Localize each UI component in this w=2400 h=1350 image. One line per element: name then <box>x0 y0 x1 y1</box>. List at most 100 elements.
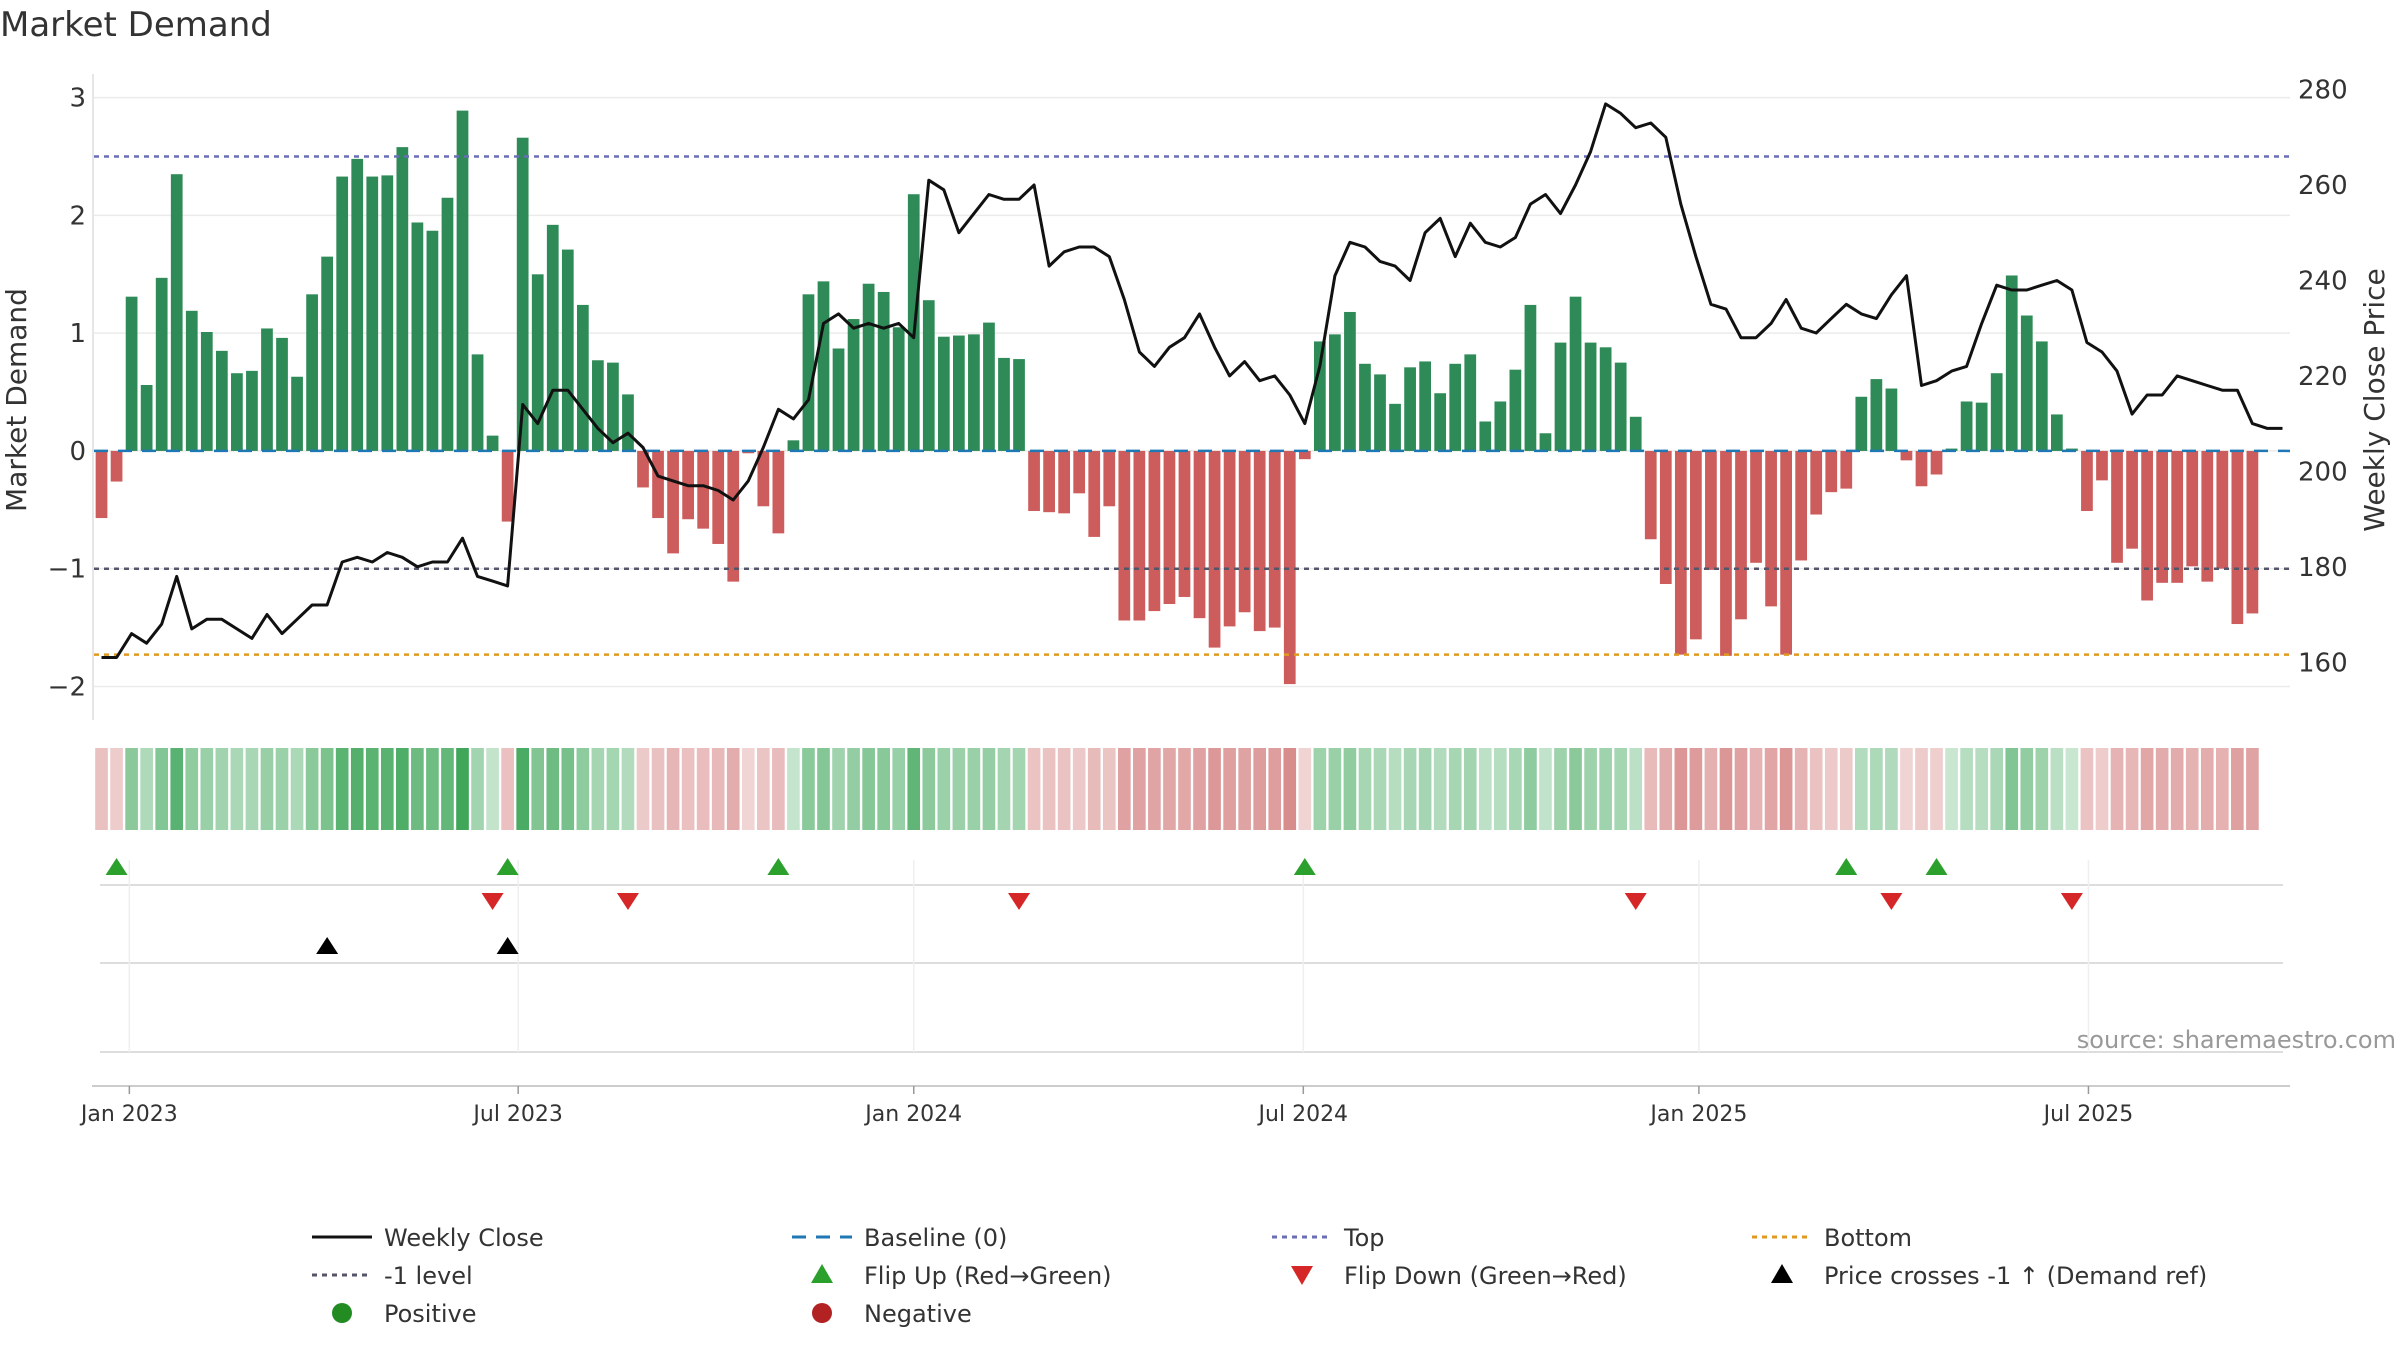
heat-strip-cell <box>696 748 710 830</box>
flip-down-marker <box>1624 893 1647 910</box>
negative-bar <box>772 450 785 534</box>
flip-up-marker <box>767 858 790 875</box>
positive-bar <box>1434 393 1447 451</box>
heat-strip-cell <box>365 748 379 830</box>
negative-bar <box>1900 450 1913 461</box>
heat-strip-cell <box>95 748 108 830</box>
x-axis: Jan 2023 Jul 2023 Jan 2024 Jul 2024 Jan 2025… <box>79 1085 2290 1127</box>
negative-bar <box>652 450 664 519</box>
negative-bar <box>757 450 770 507</box>
positive-bar <box>1449 363 1462 451</box>
triangle-up-icon <box>811 1264 833 1283</box>
positive-bar <box>1990 373 2003 451</box>
heat-strip-cell <box>1253 748 1267 830</box>
positive-bar <box>456 110 469 451</box>
heat-strip-cell <box>1163 748 1176 830</box>
heat-strip-cell <box>636 748 650 830</box>
y-tick-label: −1 <box>48 555 86 585</box>
legend-top: Top <box>1272 1224 1385 1252</box>
heat-strip-cell <box>1734 748 1748 830</box>
negative-bar <box>1058 450 1071 514</box>
heat-strip-cell <box>1193 748 1206 830</box>
positive-bar <box>1584 342 1597 451</box>
negative-bar <box>1208 450 1221 648</box>
positive-bar <box>1479 421 1492 451</box>
heat-strip-cell <box>2065 748 2079 830</box>
demand-heat-strip <box>95 748 2259 830</box>
heat-strip-cell <box>1343 748 1357 830</box>
legend-bottom: Bottom <box>1752 1224 1912 1252</box>
heat-strip-cell <box>952 748 966 830</box>
x-tick-label: Jul 2025 <box>2042 1102 2134 1127</box>
negative-bar <box>2231 450 2244 625</box>
legend-label: Positive <box>384 1300 477 1328</box>
positive-bar <box>787 440 800 451</box>
heat-strip-cell <box>1704 748 1718 830</box>
positive-bar <box>426 230 439 451</box>
x-tick-label: Jul 2023 <box>471 1102 563 1127</box>
heat-strip-cell <box>290 748 304 830</box>
heat-strip-cell <box>426 748 439 830</box>
heat-strip-cell <box>320 748 334 830</box>
positive-bar <box>200 332 213 451</box>
heat-strip-cell <box>621 748 635 830</box>
negative-bar <box>2111 450 2123 563</box>
event-markers <box>100 858 2283 1053</box>
negative-bar <box>95 450 108 519</box>
heat-strip-cell <box>1268 748 1282 830</box>
heat-strip-cell <box>396 748 409 830</box>
negative-bar <box>2216 450 2229 569</box>
legend-price-cross: Price crosses -1 ↑ (Demand ref) <box>1771 1262 2207 1290</box>
heat-strip-cell <box>982 748 996 830</box>
heat-strip-cell <box>726 748 740 830</box>
heat-strip-cell <box>2155 748 2169 830</box>
positive-bar <box>441 197 454 451</box>
heat-strip-cell <box>1313 748 1327 830</box>
heat-strip-cell <box>1960 748 1973 830</box>
heat-strip-cell <box>1012 748 1026 830</box>
negative-bar <box>1268 450 1281 628</box>
negative-bar <box>1163 450 1176 605</box>
negative-bar <box>501 450 514 522</box>
heat-strip-cell <box>1915 748 1928 830</box>
legend-flip-up: Flip Up (Red→Green) <box>811 1262 1112 1290</box>
heat-strip-cell <box>1072 748 1086 830</box>
heat-strip-cell <box>1749 748 1763 830</box>
flip-down-marker <box>616 893 639 910</box>
heat-strip-cell <box>1674 748 1688 830</box>
flip-up-marker <box>1925 858 1948 875</box>
heat-strip-cell <box>155 748 169 830</box>
heat-strip-cell <box>741 748 755 830</box>
heat-strip-cell <box>651 748 665 830</box>
y-axis-label: Market Demand <box>0 288 33 512</box>
negative-bar <box>1659 450 1672 584</box>
positive-bar <box>1599 347 1612 451</box>
negative-bar <box>1750 450 1762 563</box>
source-credit: source: sharemaestro.com <box>2077 1026 2396 1054</box>
positive-bar <box>516 137 529 451</box>
positive-bar <box>291 376 303 451</box>
y2-axis-label: Weekly Close Price <box>2358 268 2391 531</box>
heat-strip-cell <box>1689 748 1703 830</box>
legend-positive: Positive <box>332 1300 477 1328</box>
heat-strip-cell <box>711 748 725 830</box>
flip-up-marker <box>1835 858 1858 875</box>
heat-strip-cell <box>1478 748 1492 830</box>
heat-strip-cell <box>1614 748 1627 830</box>
positive-bar <box>2005 275 2018 451</box>
heat-strip-cell <box>606 748 620 830</box>
heat-strip-cell <box>937 748 951 830</box>
positive-bar <box>1494 401 1507 451</box>
positive-bar <box>1419 361 1432 451</box>
negative-bar <box>1193 450 1206 619</box>
legend-label: Negative <box>864 1300 972 1328</box>
heat-strip-cell <box>1809 748 1823 830</box>
negative-bar <box>1690 450 1702 640</box>
x-tick-label: Jan 2025 <box>1648 1102 1747 1127</box>
heat-strip-cell <box>501 748 514 830</box>
heat-strip-cell <box>1719 748 1733 830</box>
heat-strip-cell <box>380 748 394 830</box>
y2-tick-label: 160 <box>2298 648 2348 678</box>
positive-bar <box>336 176 349 451</box>
legend-label: Flip Up (Red→Green) <box>864 1262 1112 1290</box>
